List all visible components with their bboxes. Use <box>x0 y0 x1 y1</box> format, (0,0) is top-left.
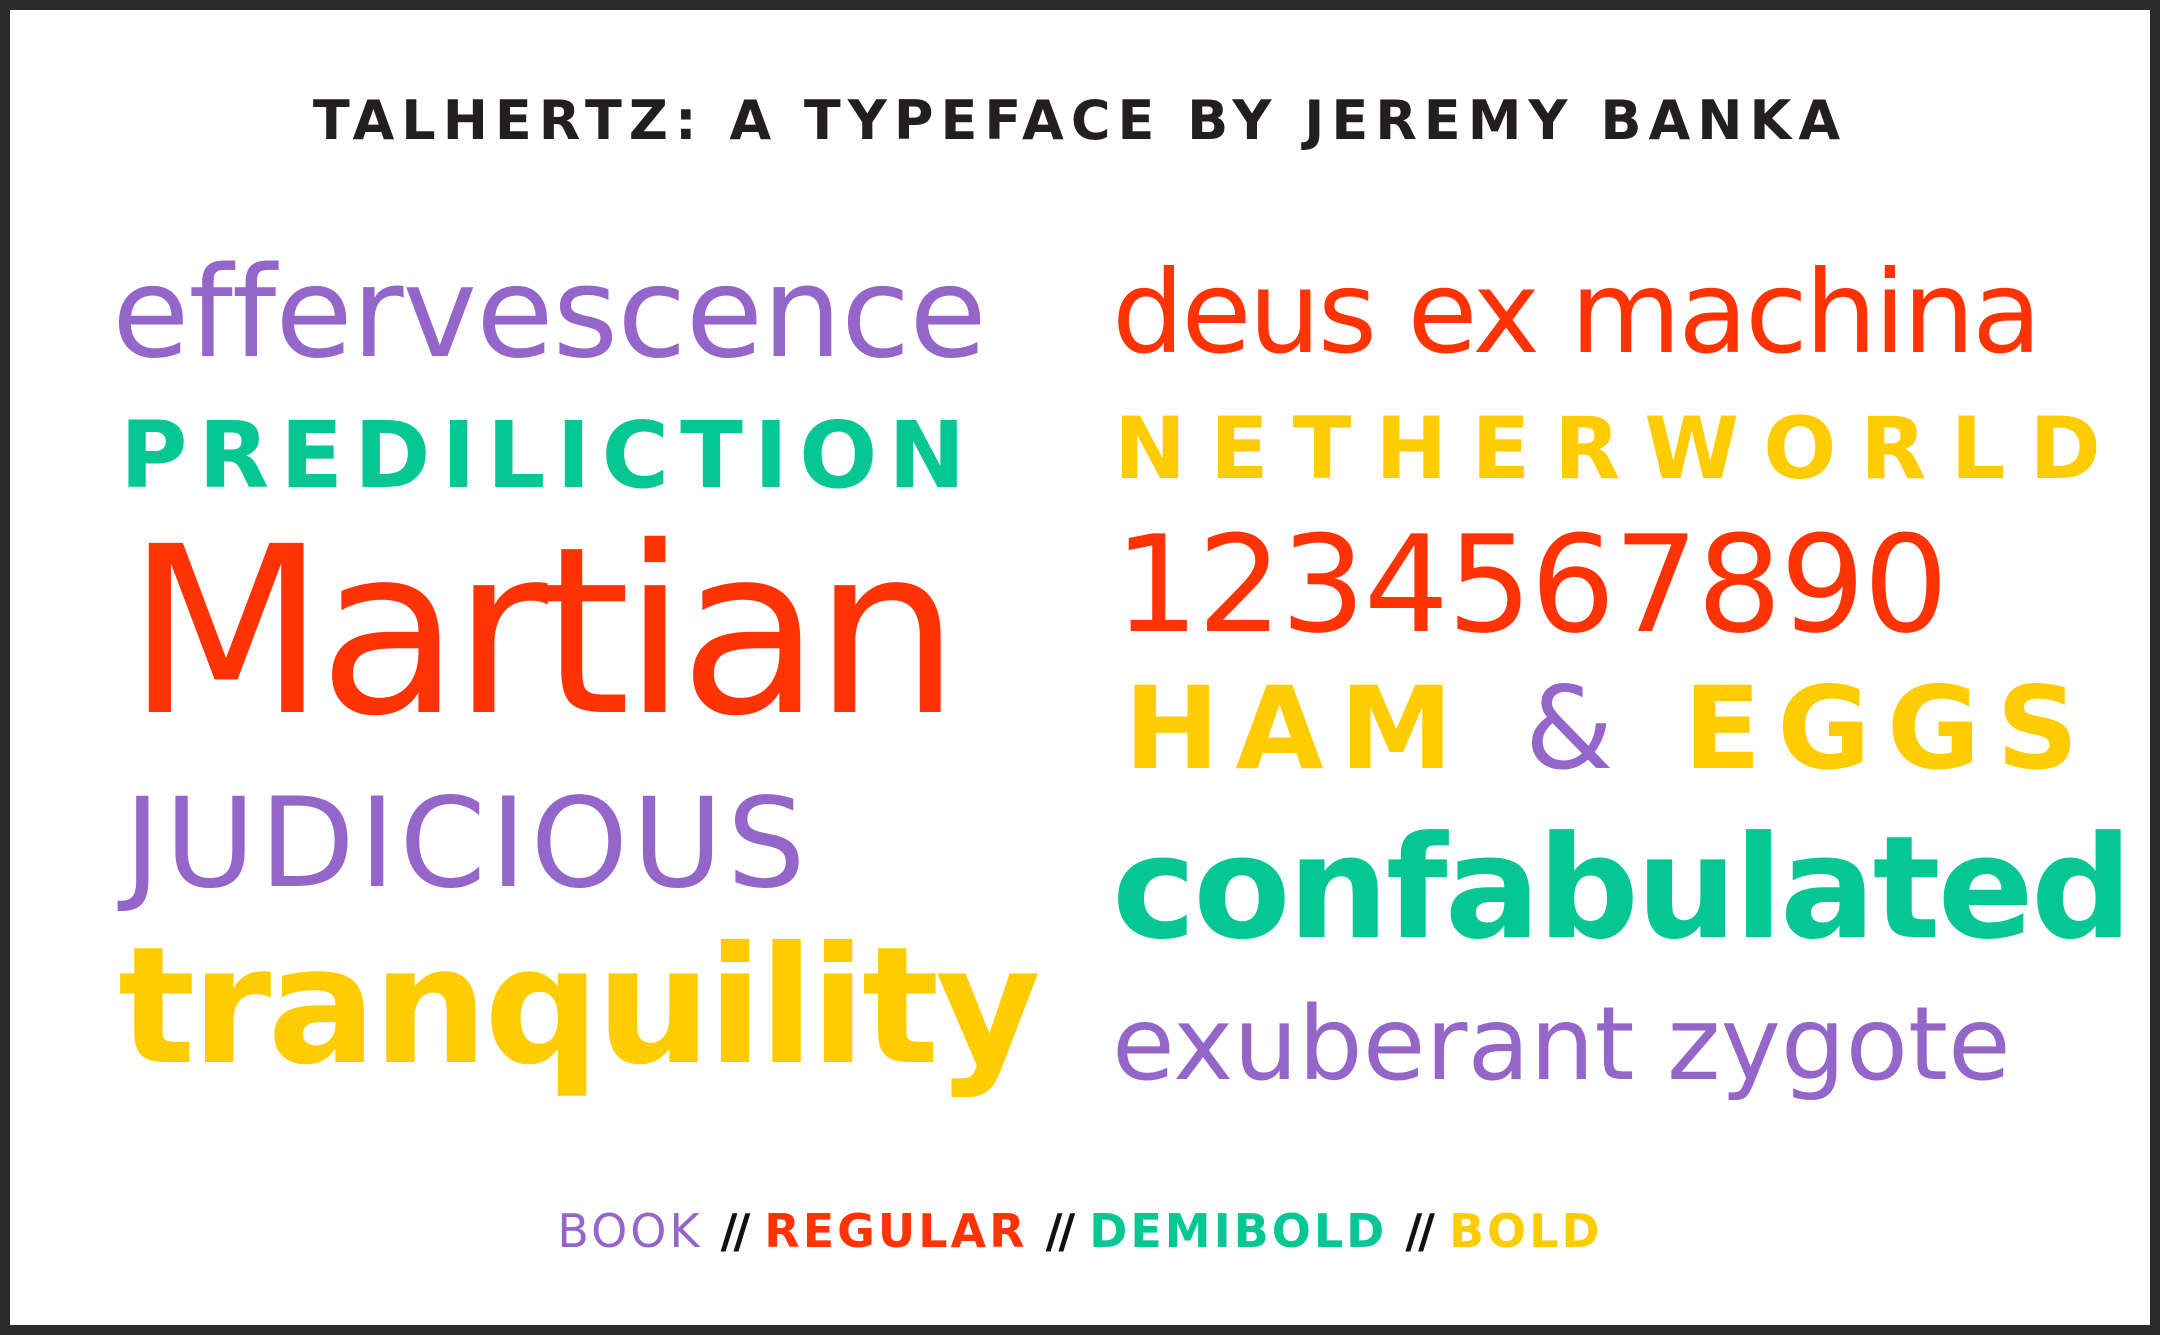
specimen-word-tranquility: tranquility <box>118 913 1041 1101</box>
specimen-word-ham-and-eggs: HAM & EGGS <box>1124 672 2095 786</box>
separator: // <box>1045 1204 1076 1258</box>
separator: // <box>1405 1204 1435 1258</box>
specimen-word-confabulated: confabulated <box>1112 806 2132 971</box>
separator: // <box>720 1204 751 1258</box>
weight-bold-label: BOLD <box>1448 1204 1603 1258</box>
specimen-word-deus-ex-machina: deus ex machina <box>1112 246 2042 379</box>
ham-word: HAM <box>1124 662 1470 795</box>
weights-legend: BOOK//REGULAR//DEMIBOLD//BOLD <box>10 1208 2150 1254</box>
specimen-card: TALHERTZ: A TYPEFACE BY JEREMY BANKA eff… <box>10 10 2150 1325</box>
specimen-numerals: 1234567890 <box>1114 507 1949 663</box>
eggs-word: EGGS <box>1683 662 2095 795</box>
weight-demibold-label: DEMIBOLD <box>1089 1204 1388 1258</box>
ampersand-glyph: & <box>1524 662 1614 795</box>
page-title: TALHERTZ: A TYPEFACE BY JEREMY BANKA <box>312 89 1848 152</box>
weight-regular-label: REGULAR <box>764 1204 1028 1258</box>
specimen-word-effervescence: effervescence <box>112 239 987 386</box>
specimen-word-exuberant-zygote: exuberant zygote <box>1112 985 2011 1104</box>
specimen-word-martian: Martian <box>126 497 960 767</box>
specimen-word-judicious: JUDICIOUS <box>124 772 810 916</box>
specimen-word-netherworld: NETHERWORLD <box>1114 399 2125 499</box>
specimen-word-prediliction: PREDILICTION <box>120 402 977 509</box>
weight-book-label: BOOK <box>557 1204 703 1258</box>
